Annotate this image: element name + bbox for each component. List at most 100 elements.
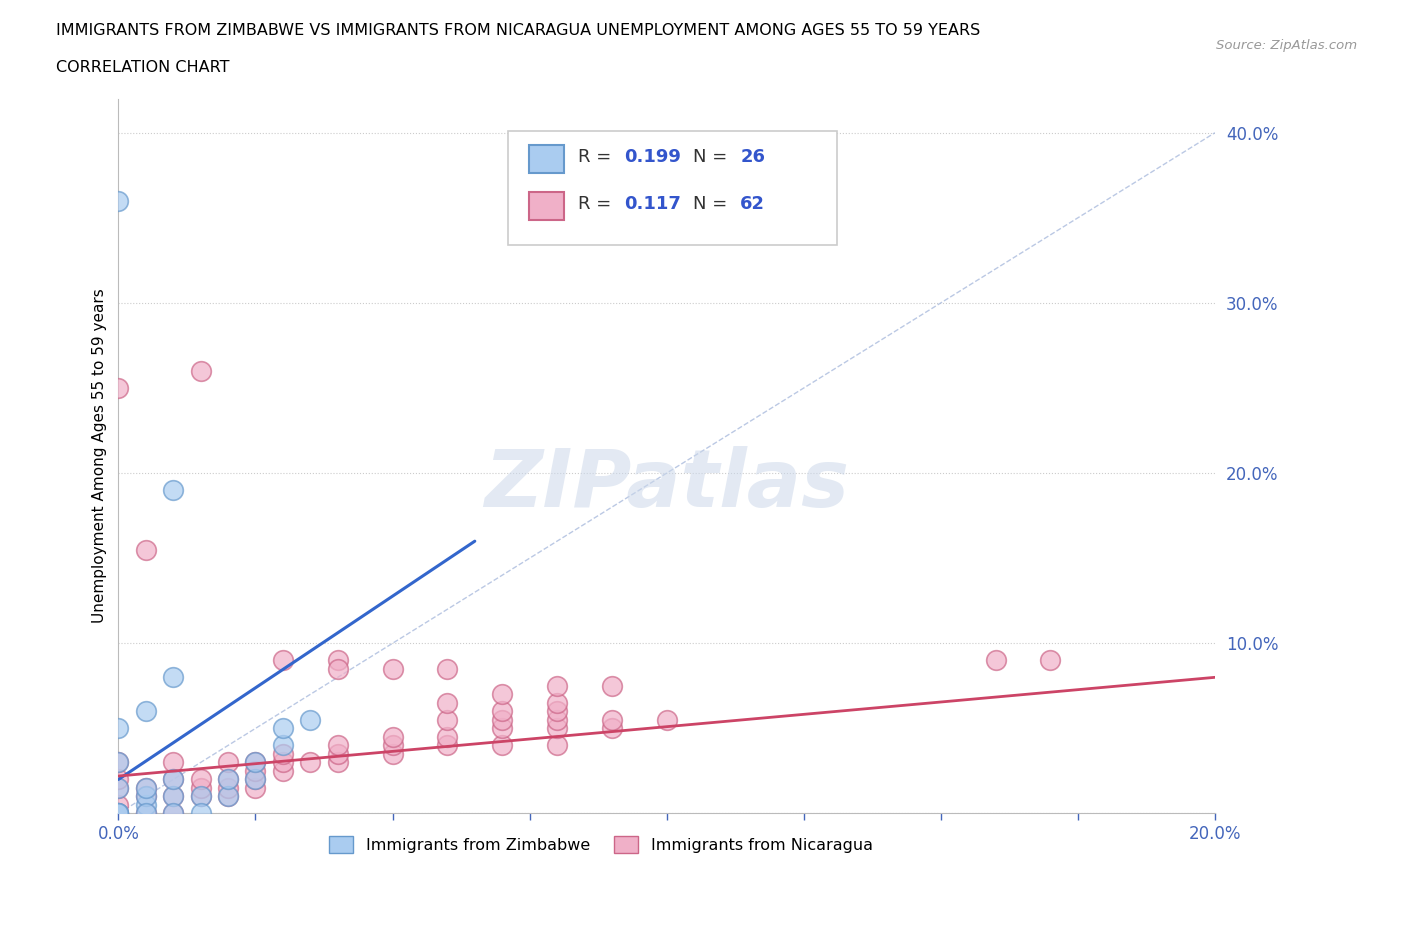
Point — [546, 721, 568, 736]
Point — [217, 780, 239, 795]
Text: 26: 26 — [740, 148, 765, 166]
Point — [107, 380, 129, 395]
Point — [107, 806, 129, 821]
Point — [245, 755, 267, 770]
Point — [162, 789, 184, 804]
Text: 0.117: 0.117 — [624, 195, 681, 214]
Point — [436, 712, 458, 727]
FancyBboxPatch shape — [508, 131, 837, 246]
Point — [984, 653, 1007, 668]
Legend: Immigrants from Zimbabwe, Immigrants from Nicaragua: Immigrants from Zimbabwe, Immigrants fro… — [322, 830, 879, 859]
Text: 62: 62 — [740, 195, 765, 214]
Point — [162, 806, 184, 821]
Point — [245, 772, 267, 787]
Y-axis label: Unemployment Among Ages 55 to 59 years: Unemployment Among Ages 55 to 59 years — [93, 288, 107, 623]
Point — [190, 806, 212, 821]
Point — [436, 738, 458, 753]
Point — [217, 789, 239, 804]
FancyBboxPatch shape — [529, 145, 564, 173]
Point — [190, 789, 212, 804]
Point — [135, 542, 157, 557]
Point — [1039, 653, 1062, 668]
Point — [271, 747, 294, 762]
Point — [245, 772, 267, 787]
Point — [245, 780, 267, 795]
Text: 0.199: 0.199 — [624, 148, 681, 166]
Text: R =: R = — [578, 195, 617, 214]
Point — [491, 687, 513, 702]
Point — [436, 729, 458, 744]
Point — [245, 764, 267, 778]
Point — [135, 789, 157, 804]
Point — [299, 712, 322, 727]
Point — [271, 721, 294, 736]
Point — [107, 798, 129, 813]
Point — [326, 755, 349, 770]
Point — [107, 755, 129, 770]
Point — [436, 661, 458, 676]
Point — [600, 678, 623, 693]
Point — [326, 738, 349, 753]
Point — [546, 704, 568, 719]
Point — [546, 712, 568, 727]
Point — [107, 755, 129, 770]
Point — [162, 670, 184, 684]
Text: ZIPatlas: ZIPatlas — [484, 445, 849, 524]
Point — [162, 772, 184, 787]
Point — [190, 780, 212, 795]
Point — [546, 678, 568, 693]
Point — [135, 780, 157, 795]
Text: R =: R = — [578, 148, 617, 166]
Point — [217, 772, 239, 787]
Text: N =: N = — [693, 148, 733, 166]
Point — [381, 661, 404, 676]
Point — [600, 712, 623, 727]
Text: IMMIGRANTS FROM ZIMBABWE VS IMMIGRANTS FROM NICARAGUA UNEMPLOYMENT AMONG AGES 55: IMMIGRANTS FROM ZIMBABWE VS IMMIGRANTS F… — [56, 23, 980, 38]
Point — [135, 704, 157, 719]
Point — [162, 772, 184, 787]
Point — [271, 653, 294, 668]
Point — [436, 696, 458, 711]
Point — [271, 764, 294, 778]
Point — [326, 661, 349, 676]
Point — [491, 738, 513, 753]
Point — [107, 780, 129, 795]
Point — [217, 772, 239, 787]
Point — [107, 772, 129, 787]
Point — [326, 747, 349, 762]
Point — [135, 780, 157, 795]
Point — [245, 755, 267, 770]
Point — [107, 806, 129, 821]
Point — [217, 755, 239, 770]
Point — [491, 721, 513, 736]
Point — [162, 806, 184, 821]
Point — [135, 806, 157, 821]
Point — [271, 755, 294, 770]
Point — [107, 721, 129, 736]
Point — [326, 653, 349, 668]
Point — [381, 729, 404, 744]
Text: Source: ZipAtlas.com: Source: ZipAtlas.com — [1216, 39, 1357, 52]
Point — [162, 755, 184, 770]
Point — [546, 696, 568, 711]
Text: CORRELATION CHART: CORRELATION CHART — [56, 60, 229, 75]
Point — [546, 738, 568, 753]
Point — [107, 193, 129, 208]
Point — [107, 806, 129, 821]
Point — [162, 483, 184, 498]
Point — [135, 798, 157, 813]
Point — [162, 789, 184, 804]
Point — [217, 789, 239, 804]
Point — [381, 738, 404, 753]
Text: N =: N = — [693, 195, 733, 214]
Point — [107, 806, 129, 821]
Point — [600, 721, 623, 736]
Point — [135, 789, 157, 804]
Point — [190, 772, 212, 787]
Point — [190, 364, 212, 379]
Point — [655, 712, 678, 727]
Point — [381, 747, 404, 762]
Point — [107, 780, 129, 795]
Point — [135, 806, 157, 821]
Point — [190, 789, 212, 804]
